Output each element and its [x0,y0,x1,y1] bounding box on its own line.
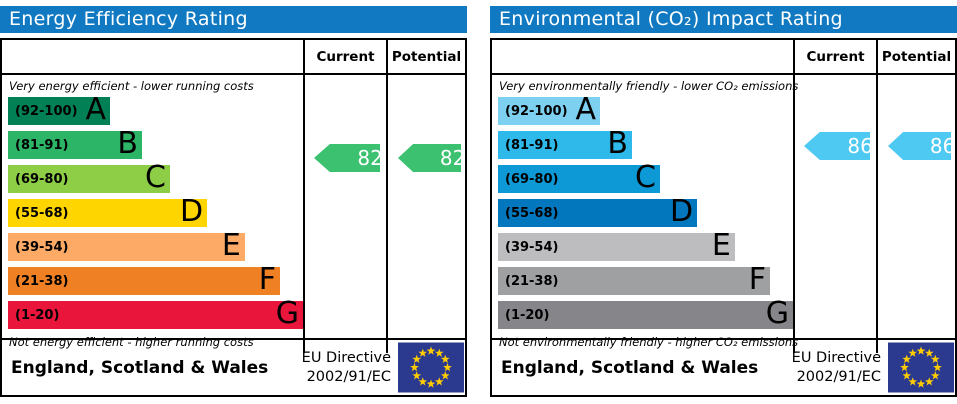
band-row-g: (1-20) G [8,295,303,331]
caption-top: Very energy efficient - lower running co… [9,79,254,93]
band-range: (81-91) [505,137,559,153]
current-rating-arrow: 82 [314,144,380,172]
band-letter: G [275,295,299,331]
band-letter: F [258,261,276,297]
eu-directive-line2: 2002/91/EC [306,368,391,385]
band-range: (55-68) [15,205,69,221]
current-rating-arrow: 86 [804,132,870,160]
band-range: (92-100) [15,103,78,119]
band-range: (39-54) [505,239,559,255]
potential-rating-arrow: 82 [398,144,461,172]
band-letter: B [117,125,138,161]
band-letter: E [711,227,731,263]
spacer-cell [2,40,303,75]
caption-top: Very environmentally friendly - lower CO… [499,79,799,93]
potential-column [386,75,465,353]
eu-directive-label: EU Directive 2002/91/EC [302,349,391,385]
caption-bottom: Not environmentally friendly - higher CO… [499,335,799,349]
eu-flag-icon [398,342,464,393]
band-row-b: (81-91) B [498,125,632,161]
eu-directive-line1: EU Directive [791,350,881,367]
band-row-a: (92-100) A [498,91,601,127]
band-letter: G [765,295,789,331]
band-range: (21-38) [505,273,559,289]
band-letter: C [145,159,166,195]
band-range: (1-20) [505,307,550,323]
column-header-current: Current [303,40,386,75]
band-row-d: (55-68) D [8,193,208,229]
chart-title-co2: Environmental (CO₂) Impact Rating [490,6,957,33]
band-letter: B [607,125,628,161]
eu-directive-line1: EU Directive [301,350,391,367]
band-row-b: (81-91) B [8,125,142,161]
column-header-potential: Potential [876,40,955,75]
energy-rating-table: Current Potential Very energy efficient … [0,38,467,353]
eu-directive-label: EU Directive 2002/91/EC [792,349,881,385]
band-row-f: (21-38) F [498,261,770,297]
band-letter: F [748,261,766,297]
band-row-f: (21-38) F [8,261,280,297]
eu-directive-line2: 2002/91/EC [796,368,881,385]
current-column [303,75,386,353]
band-letter: C [635,159,656,195]
caption-bottom: Not energy efficient - higher running co… [9,335,254,349]
band-row-a: (92-100) A [8,91,111,127]
chart-title-energy: Energy Efficiency Rating [0,6,467,33]
band-row-d: (55-68) D [498,193,698,229]
column-header-current: Current [793,40,876,75]
band-letter: E [221,227,241,263]
band-letter: A [85,91,107,127]
region-label: England, Scotland & Wales [501,357,759,378]
band-row-e: (39-54) E [498,227,735,263]
band-range: (21-38) [15,273,69,289]
band-row-c: (69-80) C [498,159,660,195]
band-range: (69-80) [505,171,559,187]
band-row-e: (39-54) E [8,227,245,263]
band-range: (69-80) [15,171,69,187]
band-column: Very environmentally friendly - lower CO… [492,75,799,353]
band-range: (81-91) [15,137,69,153]
band-range: (92-100) [505,103,568,119]
potential-rating-arrow: 86 [888,132,951,160]
band-row-g: (1-20) G [498,295,793,331]
co2-rating-table: Current Potential Very environmentally f… [490,38,957,353]
chart-footer: England, Scotland & Wales EU Directive 2… [490,338,957,397]
potential-column [876,75,955,353]
band-letter: A [575,91,597,127]
co2-impact-chart: Environmental (CO₂) Impact Rating Curren… [490,6,957,397]
current-column [793,75,876,353]
band-range: (39-54) [15,239,69,255]
region-label: England, Scotland & Wales [11,357,269,378]
spacer-cell [492,40,793,75]
column-header-potential: Potential [386,40,465,75]
eu-flag-icon [888,342,954,393]
band-row-c: (69-80) C [8,159,170,195]
band-column: Very energy efficient - lower running co… [2,75,303,353]
band-letter: D [670,193,694,229]
energy-efficiency-chart: Energy Efficiency Rating Current Potenti… [0,6,467,397]
band-range: (1-20) [15,307,60,323]
band-letter: D [180,193,204,229]
band-range: (55-68) [505,205,559,221]
